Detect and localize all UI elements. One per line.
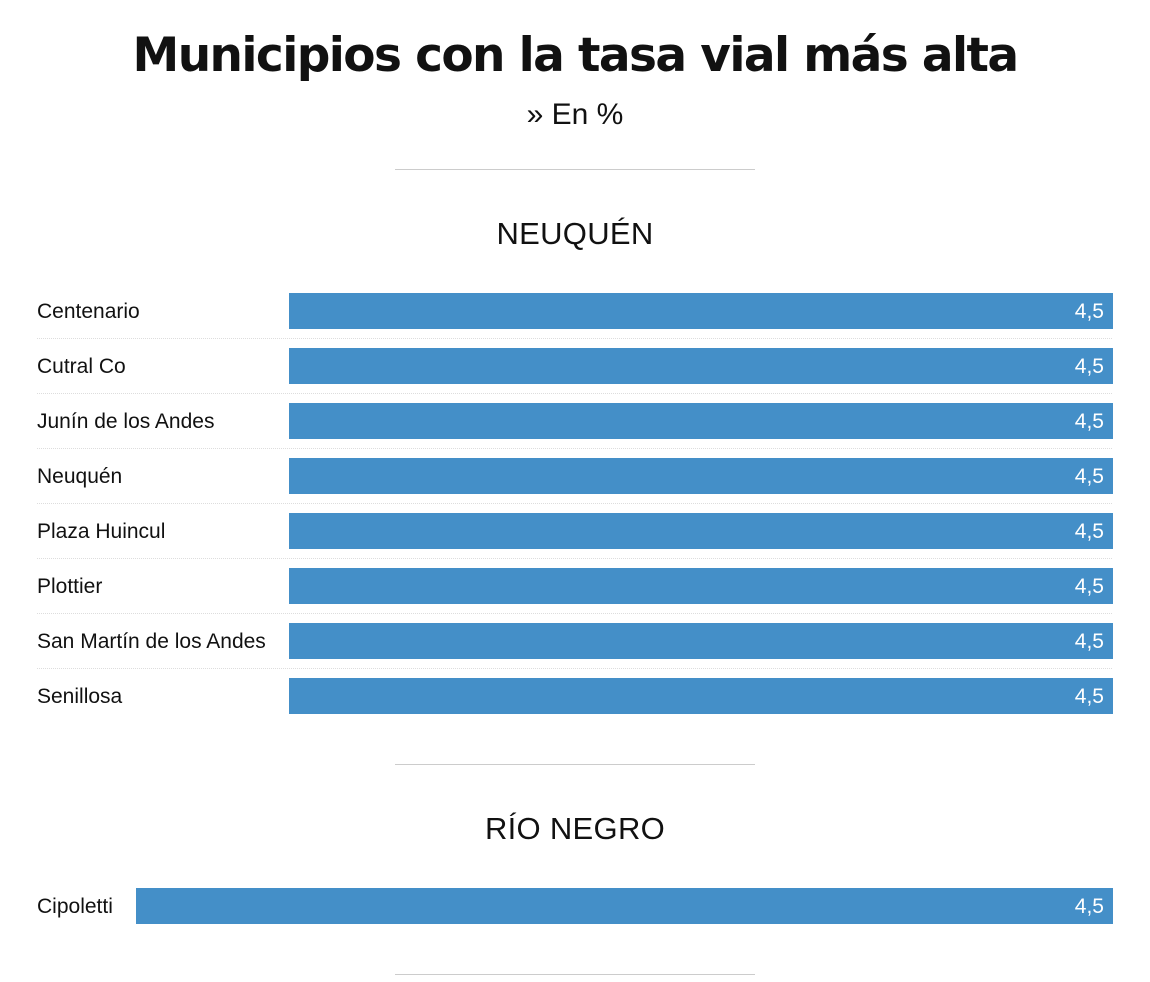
divider-top — [395, 169, 755, 170]
bar-value-label: 4,5 — [1075, 355, 1104, 378]
bar-value-label: 4,5 — [1075, 520, 1104, 543]
category-label: Plaza Huincul — [37, 520, 165, 543]
bar — [136, 888, 1113, 924]
bar — [289, 678, 1113, 714]
bar-row-cutral-co: Cutral Co 4,5 — [37, 348, 1113, 394]
bar — [289, 458, 1113, 494]
category-label: Plottier — [37, 575, 102, 598]
chart-title: Municipios con la tasa vial más alta — [132, 28, 1020, 83]
bar-row-centenario: Centenario 4,5 — [37, 293, 1113, 339]
category-label: Junín de los Andes — [37, 410, 214, 433]
category-label: Centenario — [37, 300, 140, 323]
bar-row-san-martin-de-los-andes: San Martín de los Andes 4,5 — [37, 623, 1113, 669]
bar — [289, 293, 1113, 329]
bar-value-label: 4,5 — [1075, 630, 1104, 653]
category-label: Cutral Co — [37, 355, 126, 378]
bar — [289, 403, 1113, 439]
category-label: Neuquén — [37, 465, 122, 488]
bar-row-plaza-huincul: Plaza Huincul 4,5 — [37, 513, 1113, 559]
bar-value-label: 4,5 — [1075, 465, 1104, 488]
bar-row-plottier: Plottier 4,5 — [37, 568, 1113, 614]
bar-value-label: 4,5 — [1075, 575, 1104, 598]
bar-chart-rio-negro: Cipoletti 4,5 — [37, 888, 1113, 924]
divider-bottom — [395, 974, 755, 975]
category-label: Cipoletti — [37, 895, 113, 918]
bar-value-label: 4,5 — [1075, 685, 1104, 708]
group-title-rio-negro: RÍO NEGRO — [484, 811, 666, 846]
bar — [289, 513, 1113, 549]
bar-value-label: 4,5 — [1075, 895, 1104, 918]
bar-value-label: 4,5 — [1075, 410, 1104, 433]
bar — [289, 623, 1113, 659]
bar-row-cipoletti: Cipoletti 4,5 — [37, 888, 1113, 924]
category-label: San Martín de los Andes — [37, 630, 266, 653]
bar-value-label: 4,5 — [1075, 300, 1104, 323]
divider-middle — [395, 764, 755, 765]
bar — [289, 348, 1113, 384]
bar — [289, 568, 1113, 604]
group-title-neuquen: NEUQUÉN — [496, 216, 654, 251]
bar-row-junin-de-los-andes: Junín de los Andes 4,5 — [37, 403, 1113, 449]
chart-subtitle: » En % — [526, 98, 624, 131]
bar-row-neuquen: Neuquén 4,5 — [37, 458, 1113, 504]
category-label: Senillosa — [37, 685, 123, 708]
bar-row-senillosa: Senillosa 4,5 — [37, 678, 1113, 714]
